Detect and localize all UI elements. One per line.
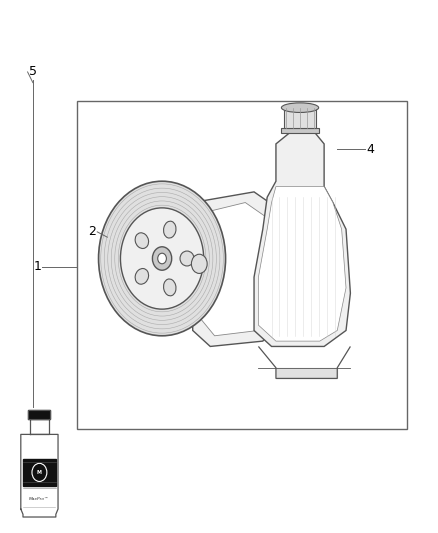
Text: 2: 2 — [88, 225, 96, 238]
Polygon shape — [201, 203, 280, 336]
Polygon shape — [22, 459, 56, 486]
Circle shape — [158, 253, 166, 264]
Text: M: M — [37, 470, 42, 475]
Ellipse shape — [135, 269, 148, 284]
Polygon shape — [258, 187, 346, 341]
Polygon shape — [193, 192, 289, 346]
Circle shape — [99, 181, 226, 336]
Polygon shape — [254, 133, 350, 346]
Bar — [281, 128, 318, 133]
Text: 4: 4 — [366, 143, 374, 156]
Text: MaxPro™: MaxPro™ — [29, 497, 49, 500]
Ellipse shape — [163, 221, 176, 238]
Polygon shape — [28, 410, 50, 419]
Text: 1: 1 — [33, 260, 41, 273]
Ellipse shape — [163, 279, 176, 296]
Ellipse shape — [135, 233, 148, 248]
Text: 5: 5 — [29, 66, 37, 78]
Polygon shape — [30, 419, 49, 434]
Circle shape — [152, 247, 172, 270]
Circle shape — [191, 254, 207, 273]
Ellipse shape — [281, 103, 319, 112]
Circle shape — [120, 208, 204, 309]
Polygon shape — [21, 434, 58, 517]
Bar — [77, 101, 407, 429]
Polygon shape — [276, 368, 337, 378]
Ellipse shape — [180, 251, 194, 266]
Bar — [284, 108, 316, 128]
